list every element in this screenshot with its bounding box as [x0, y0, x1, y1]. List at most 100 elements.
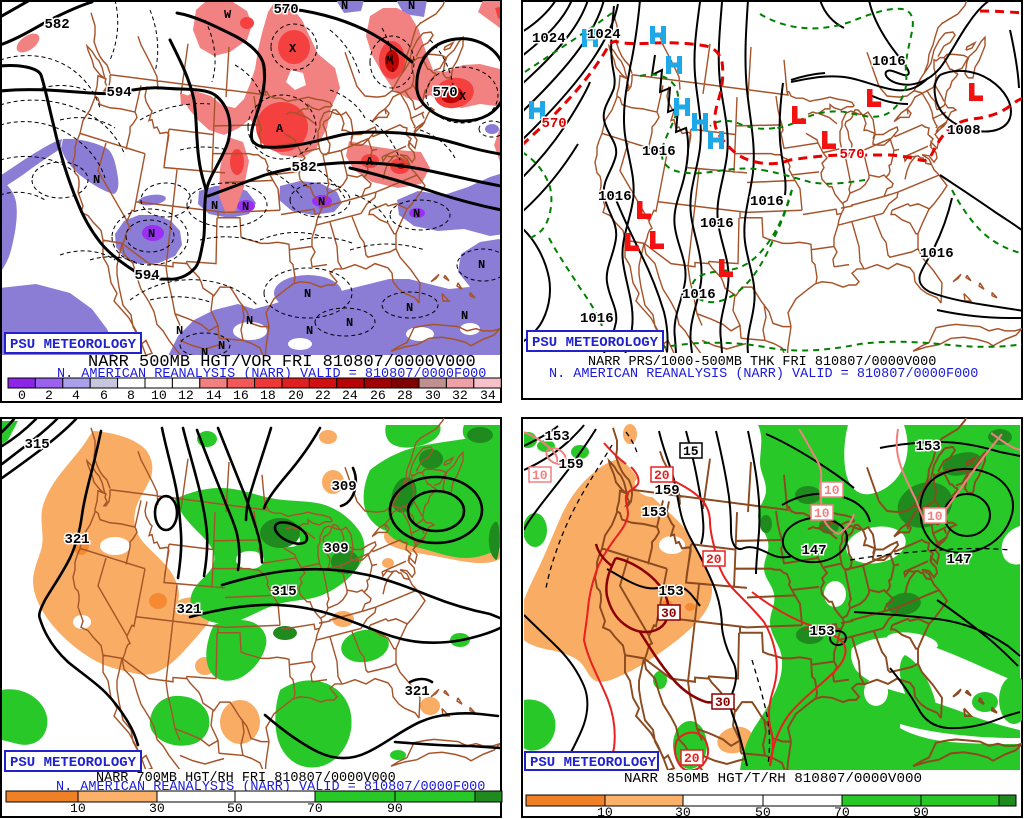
svg-text:1016: 1016: [872, 54, 906, 70]
svg-text:N: N: [346, 316, 353, 330]
svg-text:2: 2: [45, 388, 53, 403]
svg-text:NARR 500MB HGT/VOR FRI 810807/: NARR 500MB HGT/VOR FRI 810807/0000V000: [88, 353, 476, 372]
svg-text:321: 321: [405, 684, 430, 700]
svg-text:N: N: [148, 227, 155, 241]
svg-text:X: X: [459, 90, 467, 104]
svg-text:30: 30: [149, 801, 165, 816]
svg-text:147: 147: [947, 552, 972, 568]
svg-text:12: 12: [178, 388, 194, 403]
svg-text:24: 24: [342, 388, 358, 403]
svg-text:18: 18: [260, 388, 276, 403]
svg-text:0: 0: [18, 388, 26, 403]
svg-text:147: 147: [802, 543, 827, 559]
svg-text:M: M: [386, 54, 393, 68]
svg-text:1016: 1016: [750, 194, 784, 210]
svg-text:N: N: [246, 314, 253, 328]
svg-text:PSU METEOROLOGY: PSU METEOROLOGY: [532, 335, 659, 351]
svg-text:20: 20: [684, 751, 700, 766]
svg-text:32: 32: [452, 388, 468, 403]
svg-text:N: N: [306, 324, 313, 338]
svg-text:90: 90: [913, 805, 929, 819]
svg-text:W: W: [224, 8, 232, 22]
svg-text:15: 15: [683, 444, 699, 459]
svg-text:N: N: [201, 346, 208, 360]
svg-text:1016: 1016: [682, 287, 716, 303]
svg-text:10: 10: [532, 468, 548, 483]
svg-text:N: N: [176, 324, 183, 338]
svg-text:582: 582: [292, 160, 317, 176]
svg-text:570: 570: [840, 147, 865, 163]
svg-text:1016: 1016: [700, 216, 734, 232]
svg-text:28: 28: [397, 388, 413, 403]
svg-text:NARR 850MB HGT/T/RH 810807/000: NARR 850MB HGT/T/RH 810807/0000V000: [624, 771, 922, 787]
svg-text:321: 321: [65, 532, 90, 548]
svg-text:NARR PRS/1000-500MB THK FRI 81: NARR PRS/1000-500MB THK FRI 810807/0000V…: [588, 355, 936, 370]
svg-text:26: 26: [370, 388, 386, 403]
svg-text:16: 16: [233, 388, 249, 403]
svg-text:N: N: [211, 199, 218, 213]
svg-text:10: 10: [927, 509, 943, 524]
svg-text:6: 6: [100, 388, 108, 403]
svg-text:20: 20: [288, 388, 304, 403]
svg-text:10: 10: [151, 388, 167, 403]
svg-text:10: 10: [814, 506, 830, 521]
svg-text:N: N: [408, 0, 415, 13]
svg-text:1016: 1016: [920, 246, 954, 262]
svg-text:N. AMERICAN REANALYSIS (NARR): N. AMERICAN REANALYSIS (NARR) VALID = 81…: [549, 367, 978, 382]
svg-text:N: N: [413, 207, 420, 221]
svg-text:N: N: [242, 200, 249, 214]
svg-text:34: 34: [480, 388, 496, 403]
svg-text:594: 594: [107, 85, 132, 101]
svg-text:315: 315: [25, 437, 50, 453]
svg-text:4: 4: [72, 388, 80, 403]
svg-text:1016: 1016: [580, 311, 614, 327]
svg-text:A: A: [366, 155, 374, 169]
svg-text:PSU METEOROLOGY: PSU METEOROLOGY: [10, 755, 137, 771]
svg-text:10: 10: [597, 805, 613, 819]
svg-text:570: 570: [433, 85, 458, 101]
svg-text:153: 153: [545, 429, 570, 445]
svg-text:1016: 1016: [642, 144, 676, 160]
svg-text:10: 10: [824, 483, 840, 498]
svg-text:NARR 700MB HGT/RH FRI 810807/0: NARR 700MB HGT/RH FRI 810807/0000V000: [96, 771, 396, 786]
svg-text:X: X: [289, 42, 297, 56]
svg-text:N: N: [478, 258, 485, 272]
svg-text:309: 309: [332, 479, 357, 495]
svg-text:30: 30: [425, 388, 441, 403]
svg-text:20: 20: [706, 552, 722, 567]
svg-text:315: 315: [272, 584, 297, 600]
svg-text:570: 570: [542, 116, 567, 132]
svg-text:90: 90: [387, 801, 403, 816]
svg-text:582: 582: [45, 17, 70, 33]
svg-text:1024: 1024: [587, 27, 621, 43]
svg-text:594: 594: [135, 268, 160, 284]
svg-text:70: 70: [834, 805, 850, 819]
svg-text:1024: 1024: [532, 31, 566, 47]
svg-text:70: 70: [307, 801, 323, 816]
svg-text:10: 10: [70, 801, 86, 816]
svg-text:N: N: [461, 309, 468, 323]
svg-text:8: 8: [127, 388, 135, 403]
svg-text:159: 159: [559, 457, 584, 473]
svg-text:N: N: [318, 195, 325, 209]
svg-text:1016: 1016: [598, 189, 632, 205]
svg-text:PSU METEOROLOGY: PSU METEOROLOGY: [530, 755, 657, 771]
svg-text:N: N: [93, 173, 100, 187]
svg-text:50: 50: [227, 801, 243, 816]
svg-text:N: N: [304, 287, 311, 301]
svg-text:50: 50: [755, 805, 771, 819]
svg-text:153: 153: [642, 505, 667, 521]
svg-text:153: 153: [810, 624, 835, 640]
svg-text:570: 570: [274, 2, 299, 18]
svg-text:153: 153: [916, 439, 941, 455]
svg-text:30: 30: [661, 606, 677, 621]
svg-text:20: 20: [654, 468, 670, 483]
svg-text:22: 22: [315, 388, 331, 403]
svg-text:14: 14: [206, 388, 222, 403]
svg-text:A: A: [276, 122, 284, 136]
svg-text:321: 321: [177, 602, 202, 618]
svg-text:30: 30: [675, 805, 691, 819]
svg-text:153: 153: [659, 584, 684, 600]
svg-text:PSU METEOROLOGY: PSU METEOROLOGY: [10, 337, 137, 353]
svg-text:N: N: [406, 301, 413, 315]
